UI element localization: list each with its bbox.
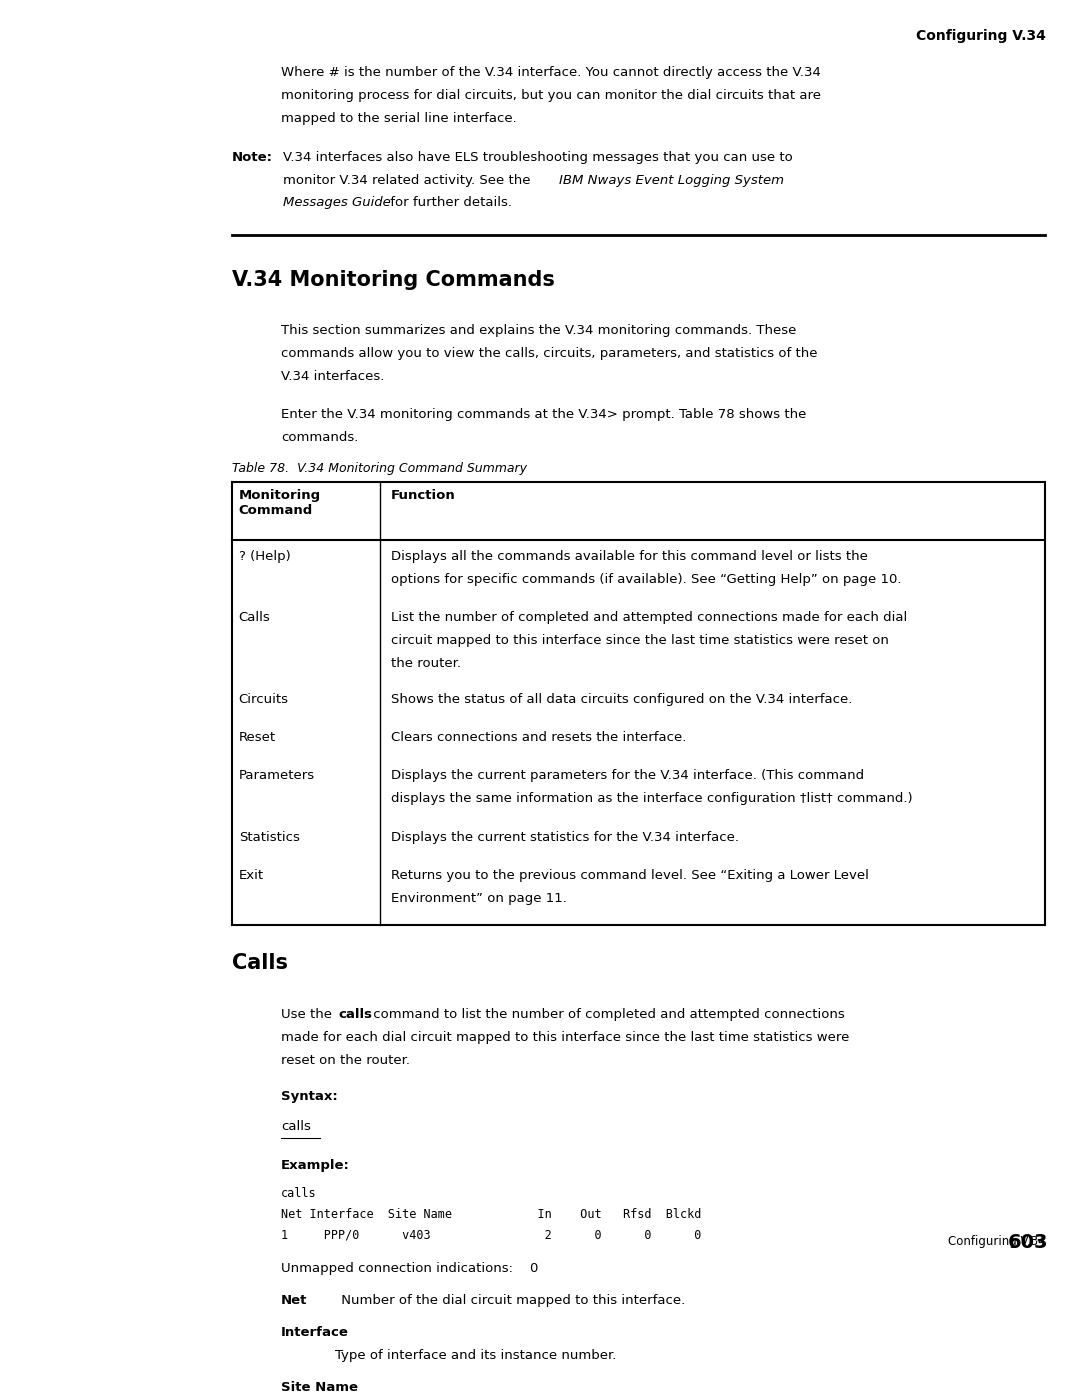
Text: 1     PPP/0      v403                2      0      0      0: 1 PPP/0 v403 2 0 0 0 [281, 1229, 701, 1242]
Text: Messages Guide: Messages Guide [283, 197, 391, 210]
Text: Example:: Example: [281, 1158, 350, 1172]
Text: Table 78.  V.34 Monitoring Command Summary: Table 78. V.34 Monitoring Command Summar… [232, 462, 527, 475]
Text: Configuring V.34: Configuring V.34 [916, 29, 1045, 43]
Text: Circuits: Circuits [239, 693, 288, 705]
Text: options for specific commands (if available). See “Getting Help” on page 10.: options for specific commands (if availa… [391, 573, 902, 585]
Text: V.34 Monitoring Commands: V.34 Monitoring Commands [232, 271, 555, 291]
Text: Function: Function [391, 489, 456, 502]
Text: Use the: Use the [281, 1009, 336, 1021]
Text: mapped to the serial line interface.: mapped to the serial line interface. [281, 112, 516, 126]
Text: Number of the dial circuit mapped to this interface.: Number of the dial circuit mapped to thi… [320, 1295, 685, 1308]
Text: Net: Net [281, 1295, 307, 1308]
Text: circuit mapped to this interface since the last time statistics were reset on: circuit mapped to this interface since t… [391, 634, 889, 647]
Text: the router.: the router. [391, 657, 461, 671]
Text: Calls: Calls [239, 610, 270, 624]
Text: List the number of completed and attempted connections made for each dial: List the number of completed and attempt… [391, 610, 907, 624]
Text: Shows the status of all data circuits configured on the V.34 interface.: Shows the status of all data circuits co… [391, 693, 852, 705]
Text: Monitoring
Command: Monitoring Command [239, 489, 321, 517]
Text: calls: calls [281, 1120, 311, 1133]
Text: Parameters: Parameters [239, 770, 314, 782]
Text: Type of interface and its instance number.: Type of interface and its instance numbe… [335, 1350, 617, 1362]
Text: ? (Help): ? (Help) [239, 550, 291, 563]
Text: Unmapped connection indications:    0: Unmapped connection indications: 0 [281, 1263, 538, 1275]
Text: displays the same information as the interface configuration †list† command.): displays the same information as the int… [391, 792, 913, 805]
Text: Clears connections and resets the interface.: Clears connections and resets the interf… [391, 731, 686, 745]
Text: commands allow you to view the calls, circuits, parameters, and statistics of th: commands allow you to view the calls, ci… [281, 346, 818, 360]
Text: calls: calls [338, 1009, 372, 1021]
Text: Configuring V.34: Configuring V.34 [948, 1235, 1045, 1248]
Text: Environment” on page 11.: Environment” on page 11. [391, 891, 567, 905]
Text: Calls: Calls [232, 953, 288, 974]
Text: IBM Nways Event Logging System: IBM Nways Event Logging System [559, 173, 784, 187]
Text: Reset: Reset [239, 731, 275, 745]
Text: Displays all the commands available for this command level or lists the: Displays all the commands available for … [391, 550, 868, 563]
Text: Enter the V.34 monitoring commands at the V.34> prompt. Table 78 shows the: Enter the V.34 monitoring commands at th… [281, 408, 806, 422]
Text: Where # is the number of the V.34 interface. You cannot directly access the V.34: Where # is the number of the V.34 interf… [281, 66, 821, 80]
Text: 603: 603 [1009, 1232, 1049, 1252]
Text: Displays the current statistics for the V.34 interface.: Displays the current statistics for the … [391, 831, 739, 844]
Text: Site Name: Site Name [281, 1382, 357, 1394]
Text: Exit: Exit [239, 869, 264, 882]
Text: Statistics: Statistics [239, 831, 299, 844]
Text: Syntax:: Syntax: [281, 1090, 338, 1102]
Text: Net Interface  Site Name            In    Out   Rfsd  Blckd: Net Interface Site Name In Out Rfsd Blck… [281, 1207, 701, 1221]
Text: monitoring process for dial circuits, but you can monitor the dial circuits that: monitoring process for dial circuits, bu… [281, 89, 821, 102]
Text: made for each dial circuit mapped to this interface since the last time statisti: made for each dial circuit mapped to thi… [281, 1031, 849, 1044]
Text: V.34 interfaces also have ELS troubleshooting messages that you can use to: V.34 interfaces also have ELS troublesho… [283, 151, 793, 163]
Text: commands.: commands. [281, 432, 359, 444]
Text: V.34 interfaces.: V.34 interfaces. [281, 370, 384, 383]
Text: reset on the router.: reset on the router. [281, 1053, 409, 1067]
Text: Displays the current parameters for the V.34 interface. (This command: Displays the current parameters for the … [391, 770, 864, 782]
Text: Note:: Note: [232, 151, 273, 163]
Text: Interface: Interface [281, 1326, 349, 1340]
Text: for further details.: for further details. [386, 197, 512, 210]
Text: command to list the number of completed and attempted connections: command to list the number of completed … [369, 1009, 846, 1021]
Text: This section summarizes and explains the V.34 monitoring commands. These: This section summarizes and explains the… [281, 324, 796, 337]
Text: calls: calls [281, 1186, 316, 1200]
Text: monitor V.34 related activity. See the: monitor V.34 related activity. See the [283, 173, 535, 187]
Text: Returns you to the previous command level. See “Exiting a Lower Level: Returns you to the previous command leve… [391, 869, 868, 882]
